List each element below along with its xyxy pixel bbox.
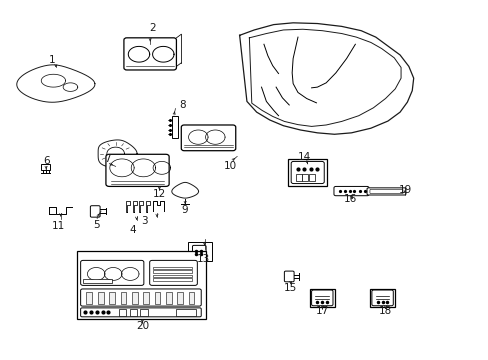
Text: 11: 11 xyxy=(52,221,65,231)
Bar xyxy=(176,309,196,316)
FancyBboxPatch shape xyxy=(333,186,368,196)
Text: 13: 13 xyxy=(196,254,209,264)
Bar xyxy=(309,289,334,307)
Bar xyxy=(308,174,314,181)
Bar xyxy=(86,292,92,304)
Text: 15: 15 xyxy=(284,283,297,293)
Bar xyxy=(302,174,307,181)
Bar xyxy=(177,292,183,304)
Text: 19: 19 xyxy=(398,185,411,195)
FancyBboxPatch shape xyxy=(311,290,332,306)
Text: 6: 6 xyxy=(43,157,49,166)
Bar xyxy=(165,292,171,304)
FancyBboxPatch shape xyxy=(123,38,176,70)
Bar xyxy=(41,163,50,170)
Text: 14: 14 xyxy=(298,152,311,162)
Bar xyxy=(132,292,138,304)
Bar xyxy=(120,292,126,304)
Text: 17: 17 xyxy=(315,306,328,316)
Bar xyxy=(153,278,192,281)
FancyBboxPatch shape xyxy=(149,260,197,285)
FancyBboxPatch shape xyxy=(366,188,405,195)
Bar xyxy=(287,159,326,186)
Bar xyxy=(83,279,112,283)
FancyBboxPatch shape xyxy=(284,271,293,282)
Bar xyxy=(153,275,192,277)
Bar xyxy=(153,270,192,273)
Bar xyxy=(153,267,192,269)
Bar xyxy=(171,116,178,138)
Text: 4: 4 xyxy=(129,225,136,235)
Bar xyxy=(140,309,147,316)
Text: 12: 12 xyxy=(152,189,166,199)
Bar xyxy=(187,242,211,261)
Text: 18: 18 xyxy=(378,306,391,316)
Bar xyxy=(188,292,194,304)
Text: 5: 5 xyxy=(93,220,100,230)
Bar xyxy=(77,251,205,319)
Text: 2: 2 xyxy=(148,23,155,33)
FancyBboxPatch shape xyxy=(371,290,392,306)
FancyBboxPatch shape xyxy=(106,154,169,186)
Text: 10: 10 xyxy=(223,161,236,171)
Text: 8: 8 xyxy=(179,100,185,110)
FancyBboxPatch shape xyxy=(90,206,100,217)
Text: 7: 7 xyxy=(104,154,110,163)
Text: 16: 16 xyxy=(343,194,356,203)
FancyBboxPatch shape xyxy=(81,289,201,306)
Text: 9: 9 xyxy=(182,205,188,215)
FancyBboxPatch shape xyxy=(81,260,143,285)
FancyBboxPatch shape xyxy=(192,246,205,258)
FancyBboxPatch shape xyxy=(81,308,201,317)
Bar xyxy=(143,292,149,304)
Bar xyxy=(369,289,394,307)
Bar xyxy=(109,292,115,304)
Text: 20: 20 xyxy=(136,321,149,331)
Bar xyxy=(154,292,160,304)
Text: 1: 1 xyxy=(49,55,56,65)
Bar xyxy=(129,309,137,316)
Text: 3: 3 xyxy=(141,216,148,226)
Bar xyxy=(119,309,126,316)
FancyBboxPatch shape xyxy=(369,189,402,194)
Bar xyxy=(295,174,301,181)
FancyBboxPatch shape xyxy=(290,161,324,184)
FancyBboxPatch shape xyxy=(181,125,235,151)
Bar xyxy=(98,292,103,304)
